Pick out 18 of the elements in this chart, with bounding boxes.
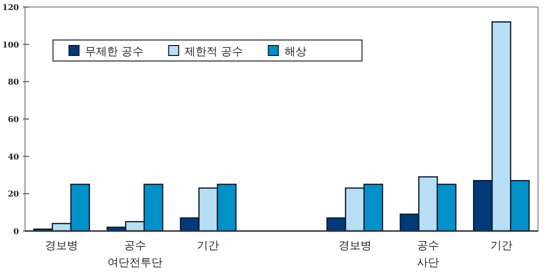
legend-label: 제한적 공수	[184, 45, 244, 58]
legend-label: 해상	[284, 45, 306, 58]
x-tick-label: 공수	[124, 239, 146, 252]
y-tick-label: 120	[2, 2, 20, 12]
y-tick-label: 0	[13, 226, 20, 236]
y-tick-label: 100	[2, 39, 20, 50]
legend-label: 무제한 공수	[85, 45, 144, 58]
x-tick-label: 공수	[417, 239, 440, 252]
y-tick-label: 80	[8, 76, 20, 87]
y-tick-label: 60	[8, 114, 20, 124]
x-tick-label: 경보병	[338, 239, 372, 252]
text: 사단	[417, 256, 440, 269]
x-tick-label: 기간	[490, 239, 512, 252]
y-tick-label: 40	[8, 151, 20, 162]
y-tick-label: 20	[8, 188, 20, 199]
text: 여단전투단	[107, 256, 162, 269]
x-tick-label: 경보병	[45, 239, 78, 252]
x-tick-label: 기간	[197, 239, 220, 252]
